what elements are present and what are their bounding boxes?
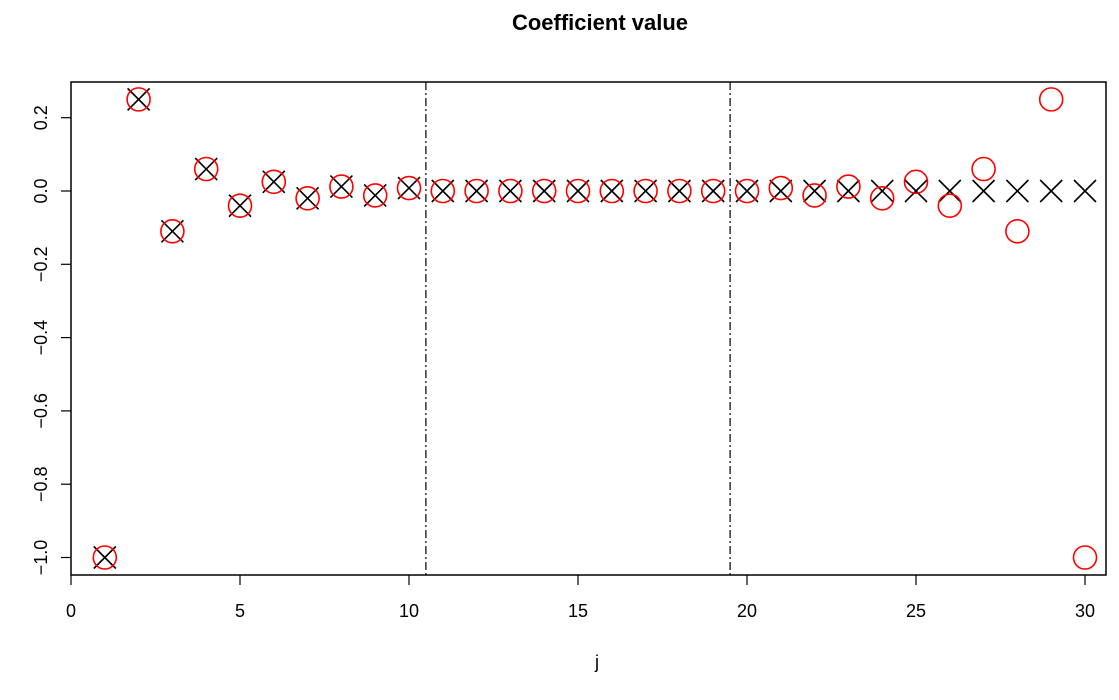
circle-point — [261, 169, 287, 195]
cross-point — [972, 179, 996, 203]
x-tick-label: 5 — [235, 601, 245, 621]
circle-point — [92, 545, 118, 570]
circle-point — [869, 186, 895, 211]
plot-frame — [70, 81, 1107, 576]
cross-point — [634, 179, 658, 203]
circle-point — [633, 178, 658, 204]
x-axis: 0 5 10 15 20 25 30 — [66, 575, 1095, 621]
cross-point — [228, 194, 252, 218]
cross-point — [1073, 179, 1097, 203]
y-tick-label: −0.2 — [31, 247, 51, 283]
cross-point — [397, 176, 421, 200]
cross-point — [600, 179, 624, 203]
y-tick-label: 0.0 — [31, 178, 51, 203]
circle-point — [295, 186, 320, 211]
cross-point — [498, 179, 522, 203]
y-tick-label: −0.8 — [31, 466, 51, 502]
cross-point — [836, 179, 860, 203]
cross-point — [465, 179, 489, 203]
circle-point — [362, 183, 388, 208]
cross-point — [1039, 179, 1063, 203]
x-axis-label: j — [594, 652, 599, 672]
cross-point — [431, 179, 455, 203]
cross-point — [566, 179, 590, 203]
circle-point — [1038, 87, 1064, 112]
cross-point — [1005, 179, 1029, 203]
circle-point — [193, 156, 219, 182]
cross-point — [870, 179, 894, 203]
circle-point — [1072, 545, 1098, 570]
circle-point — [160, 219, 185, 244]
series-circle-markers — [92, 87, 1098, 570]
circle-point — [531, 178, 557, 204]
cross-point — [803, 179, 827, 203]
circle-point — [599, 178, 625, 204]
y-axis: −1.0 −0.8 −0.6 −0.4 −0.2 0.0 0.2 — [31, 105, 71, 575]
vertical-reference-lines — [425, 82, 731, 575]
cross-point — [735, 179, 759, 203]
circle-point — [768, 175, 794, 201]
cross-point — [532, 179, 556, 203]
cross-point — [904, 179, 928, 203]
cross-point — [701, 179, 725, 203]
y-tick-label: −1.0 — [31, 540, 51, 576]
circle-point — [396, 175, 422, 201]
circle-point — [971, 156, 996, 182]
circle-point — [565, 178, 591, 204]
x-tick-label: 25 — [906, 601, 926, 621]
series-cross-markers — [93, 87, 1097, 570]
circle-point — [937, 193, 963, 218]
circle-point — [329, 174, 354, 199]
cross-point — [127, 87, 151, 111]
circle-point — [836, 174, 861, 199]
circle-point — [126, 87, 151, 112]
y-tick-label: −0.4 — [31, 320, 51, 356]
x-tick-label: 30 — [1075, 601, 1095, 621]
cross-point — [296, 186, 320, 210]
circle-point — [430, 178, 456, 204]
cross-point — [262, 170, 286, 194]
cross-point — [160, 219, 184, 243]
circle-point — [903, 169, 929, 195]
cross-point — [363, 183, 387, 207]
circle-point — [700, 178, 726, 204]
x-tick-label: 20 — [737, 601, 757, 621]
circle-point — [802, 183, 827, 208]
chart-title: Coefficient value — [512, 10, 688, 35]
cross-point — [769, 179, 793, 203]
circle-point — [667, 178, 692, 204]
circle-point — [1005, 219, 1030, 244]
circle-point — [498, 178, 523, 204]
y-tick-label: −0.6 — [31, 393, 51, 429]
cross-point — [938, 179, 962, 203]
cross-point — [667, 179, 691, 203]
x-tick-label: 0 — [66, 601, 76, 621]
circle-point — [464, 178, 489, 204]
y-tick-label: 0.2 — [31, 105, 51, 130]
x-tick-label: 10 — [399, 601, 419, 621]
circle-point — [227, 193, 253, 218]
circle-point — [734, 178, 760, 204]
x-tick-label: 15 — [568, 601, 588, 621]
cross-point — [329, 175, 353, 199]
cross-point — [93, 545, 117, 570]
cross-point — [194, 157, 218, 181]
